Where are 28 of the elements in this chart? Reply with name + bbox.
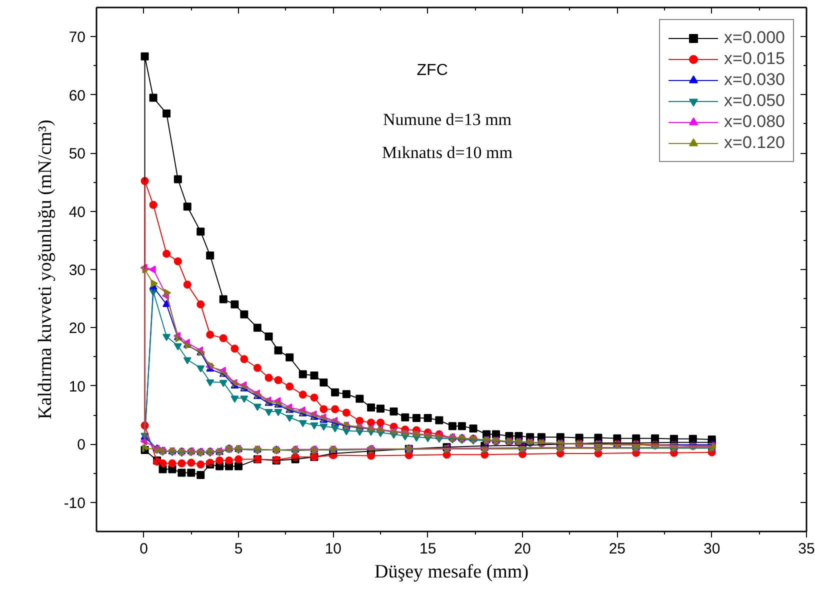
legend-label: x=0.120 xyxy=(724,133,785,153)
y-tick-label: 50 xyxy=(68,146,86,163)
legend-label: x=0.015 xyxy=(724,49,785,69)
x-tick-label: 0 xyxy=(140,540,148,558)
x-tick-label: 20 xyxy=(514,540,531,558)
y-tick-label: 30 xyxy=(68,262,86,279)
x-tick-label: 30 xyxy=(703,540,720,558)
legend-label: x=0.080 xyxy=(724,112,785,132)
x-tick-label: 35 xyxy=(798,540,815,558)
y-tick-label: 40 xyxy=(68,204,86,221)
y-tick-label: -10 xyxy=(64,494,86,512)
y-tick-label: 70 xyxy=(68,29,86,46)
y-tick-label: 20 xyxy=(68,320,86,338)
x-tick-label: 25 xyxy=(608,540,626,558)
x-tick-label: 5 xyxy=(234,540,243,558)
legend-label: x=0.050 xyxy=(724,91,785,111)
y-axis-title: Kaldırma kuvveti yoğunluğu (mN/cm³) xyxy=(34,120,56,420)
y-tick-label: 0 xyxy=(77,436,86,454)
x-axis-title: Düşey mesafe (mm) xyxy=(374,562,529,582)
annotation: Numune d=13 mm xyxy=(382,110,512,130)
x-tick-label: 15 xyxy=(419,540,436,558)
legend-label: x=0.000 xyxy=(724,28,785,48)
y-tick-label: 60 xyxy=(68,87,86,104)
annotation: Mıknatıs d=10 mm xyxy=(382,143,512,162)
x-tick-label: 10 xyxy=(324,540,342,558)
legend-label: x=0.030 xyxy=(724,70,785,90)
y-tick-label: 10 xyxy=(68,378,86,396)
annotation: ZFC xyxy=(416,62,448,79)
